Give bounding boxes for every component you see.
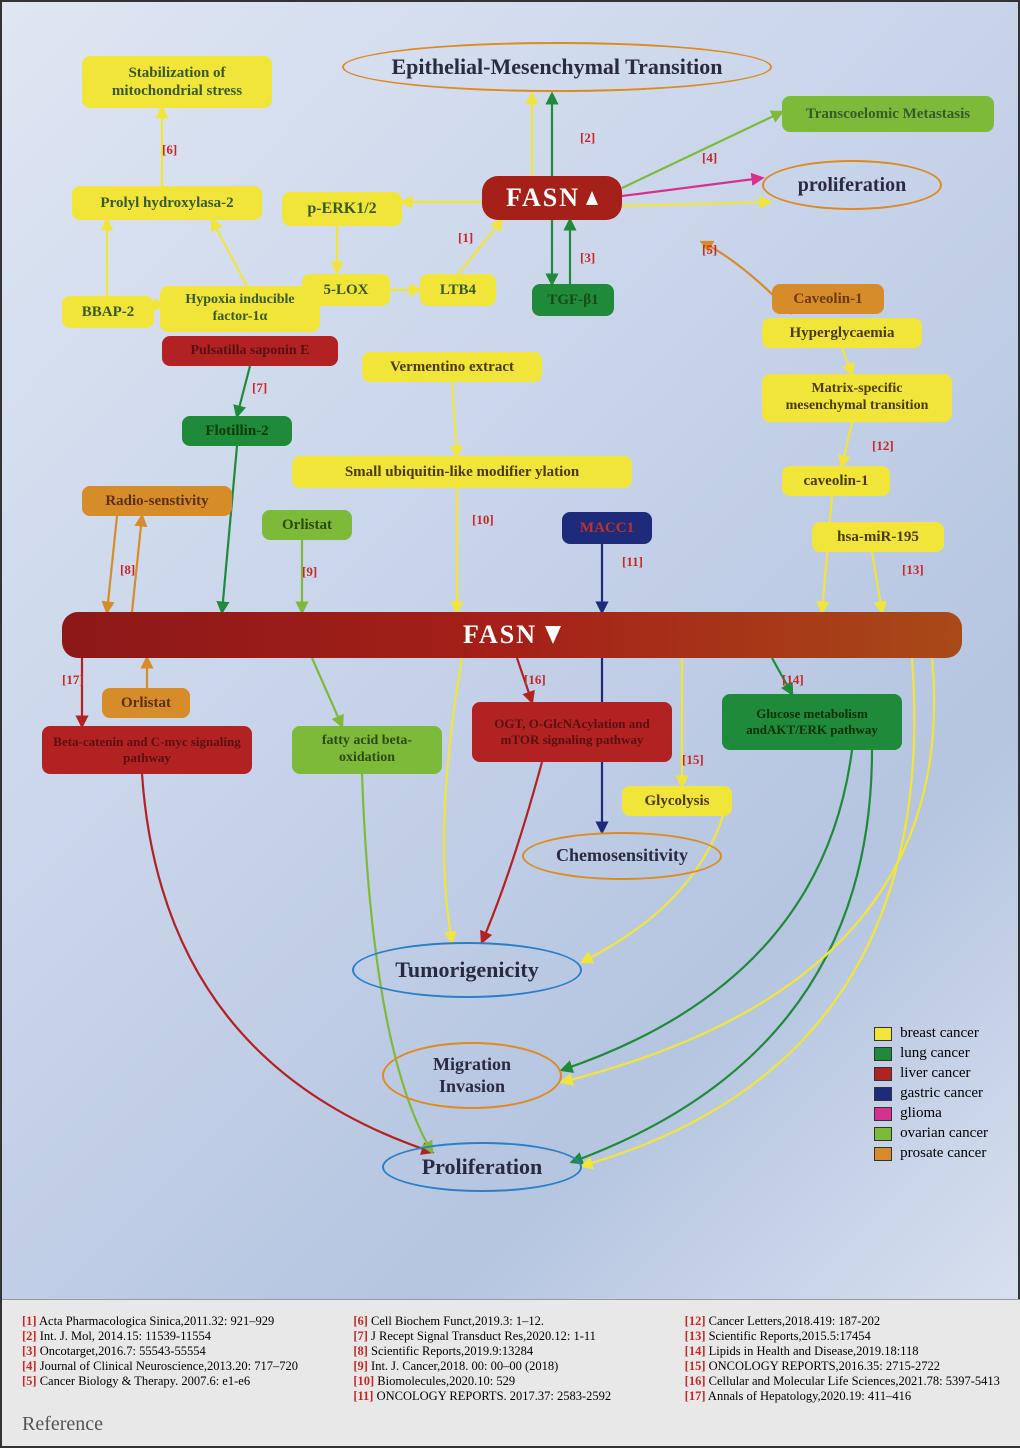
node-sumy: Small ubiquitin-like modifier ylation xyxy=(292,456,632,488)
ref-entry: [2] Int. J. Mol, 2014.15: 11539-11554 xyxy=(22,1329,339,1344)
node-hsa: hsa-miR-195 xyxy=(812,522,944,552)
ref-marker: [12] xyxy=(872,438,894,454)
node-glyc: Glycolysis xyxy=(622,786,732,816)
node-fasn_dn: FASN xyxy=(62,612,962,658)
legend-item: liver cancer xyxy=(874,1065,988,1082)
node-emt: Epithelial-Mesenchymal Transition xyxy=(342,42,772,92)
ref-marker: [11] xyxy=(622,554,643,570)
ref-entry: [15] ONCOLOGY REPORTS,2016.35: 2715-2722 xyxy=(685,1359,1002,1374)
ref-entry: [3] Oncotarget,2016.7: 55543-55554 xyxy=(22,1344,339,1359)
legend: breast cancer lung cancer liver cancer gast… xyxy=(874,1022,988,1165)
node-hyper: Hyperglycaemia xyxy=(762,318,922,348)
ref-marker: [5] xyxy=(702,242,717,258)
node-flot: Flotillin-2 xyxy=(182,416,292,446)
ref-entry: [6] Cell Biochem Funct,2019.3: 1–12. xyxy=(353,1314,670,1329)
legend-item: ovarian cancer xyxy=(874,1125,988,1142)
node-tgf: TGF-β1 xyxy=(532,284,614,316)
node-beta: Beta-catenin and C-myc signaling pathway xyxy=(42,726,252,774)
ref-entry: [8] Scientific Reports,2019.9:13284 xyxy=(353,1344,670,1359)
ref-entry: [12] Cancer Letters,2018.419: 187-202 xyxy=(685,1314,1002,1329)
ref-marker: [7] xyxy=(252,380,267,396)
node-pulsa: Pulsatilla saponin E xyxy=(162,336,338,366)
node-prolif2: Proliferation xyxy=(382,1142,582,1192)
legend-item: gastric cancer xyxy=(874,1085,988,1102)
node-fasn_up: FASN xyxy=(482,176,622,220)
ref-entry: [9] Int. J. Cancer,2018. 00: 00–00 (2018… xyxy=(353,1359,670,1374)
node-mmtrans: Matrix-specific mesenchymal transition xyxy=(762,374,952,422)
ref-marker: [16] xyxy=(524,672,546,688)
ref-marker: [8] xyxy=(120,562,135,578)
legend-item: lung cancer xyxy=(874,1045,988,1062)
diagram-canvas: Epithelial-Mesenchymal Transition Stabili… xyxy=(0,0,1020,1448)
ref-entry: [13] Scientific Reports,2015.5:17454 xyxy=(685,1329,1002,1344)
ref-entry: [17] Annals of Hepatology,2020.19: 411–4… xyxy=(685,1389,1002,1404)
ref-marker: [9] xyxy=(302,564,317,580)
ref-marker: [4] xyxy=(702,150,717,166)
ref-entry: [14] Lipids in Health and Disease,2019.1… xyxy=(685,1344,1002,1359)
ref-entry: [10] Biomolecules,2020.10: 529 xyxy=(353,1374,670,1389)
references-panel: [1] Acta Pharmacologica Sinica,2011.32: … xyxy=(2,1299,1020,1446)
node-hif: Hypoxia inducible factor-1α xyxy=(160,286,320,332)
ref-marker: [13] xyxy=(902,562,924,578)
node-prolif1: proliferation xyxy=(762,160,942,210)
references-title: Reference xyxy=(22,1413,1002,1436)
node-tumor: Tumorigenicity xyxy=(352,942,582,998)
ref-marker: [6] xyxy=(162,142,177,158)
ref-entry: [16] Cellular and Molecular Life Science… xyxy=(685,1374,1002,1389)
ref-column: [12] Cancer Letters,2018.419: 187-202[13… xyxy=(685,1314,1002,1404)
legend-item: prosate cancer xyxy=(874,1145,988,1162)
ref-entry: [5] Cancer Biology & Therapy. 2007.6: e1… xyxy=(22,1374,339,1389)
ref-entry: [4] Journal of Clinical Neuroscience,201… xyxy=(22,1359,339,1374)
node-perk: p-ERK1/2 xyxy=(282,192,402,226)
node-macc: MACC1 xyxy=(562,512,652,544)
node-bbap: BBAP-2 xyxy=(62,296,154,328)
node-fatty: fatty acid beta-oxidation xyxy=(292,726,442,774)
node-trans: Transcoelomic Metastasis xyxy=(782,96,994,132)
ref-marker: [10] xyxy=(472,512,494,528)
node-prolyl: Prolyl hydroxylasa-2 xyxy=(72,186,262,220)
node-orlistat1: Orlistat xyxy=(262,510,352,540)
node-cav2: caveolin-1 xyxy=(782,466,890,496)
ref-marker: [2] xyxy=(580,130,595,146)
node-radio: Radio-senstivity xyxy=(82,486,232,516)
node-ltb4: LTB4 xyxy=(420,274,496,306)
legend-item: glioma xyxy=(874,1105,988,1122)
ref-marker: [14] xyxy=(782,672,804,688)
ref-marker: [3] xyxy=(580,250,595,266)
node-orlistat2: Orlistat xyxy=(102,688,190,718)
node-gluc: Glucose metabolism andAKT/ERK pathway xyxy=(722,694,902,750)
ref-column: [6] Cell Biochem Funct,2019.3: 1–12.[7] … xyxy=(353,1314,670,1404)
node-mig: MigrationInvasion xyxy=(382,1042,562,1109)
ref-entry: [7] J Recept Signal Transduct Res,2020.1… xyxy=(353,1329,670,1344)
node-stab: Stabilization of mitochondrial stress xyxy=(82,56,272,108)
ref-marker: [1] xyxy=(458,230,473,246)
ref-entry: [1] Acta Pharmacologica Sinica,2011.32: … xyxy=(22,1314,339,1329)
node-cav1: Caveolin-1 xyxy=(772,284,884,314)
node-5lox: 5-LOX xyxy=(302,274,390,306)
ref-entry: [11] ONCOLOGY REPORTS. 2017.37: 2583-259… xyxy=(353,1389,670,1404)
node-chemo: Chemosensitivity xyxy=(522,832,722,880)
node-ogt: OGT, O-GlcNAcylation and mTOR signaling … xyxy=(472,702,672,762)
node-verm: Vermentino extract xyxy=(362,352,542,382)
ref-column: [1] Acta Pharmacologica Sinica,2011.32: … xyxy=(22,1314,339,1404)
ref-marker: [17] xyxy=(62,672,84,688)
legend-item: breast cancer xyxy=(874,1025,988,1042)
ref-marker: [15] xyxy=(682,752,704,768)
